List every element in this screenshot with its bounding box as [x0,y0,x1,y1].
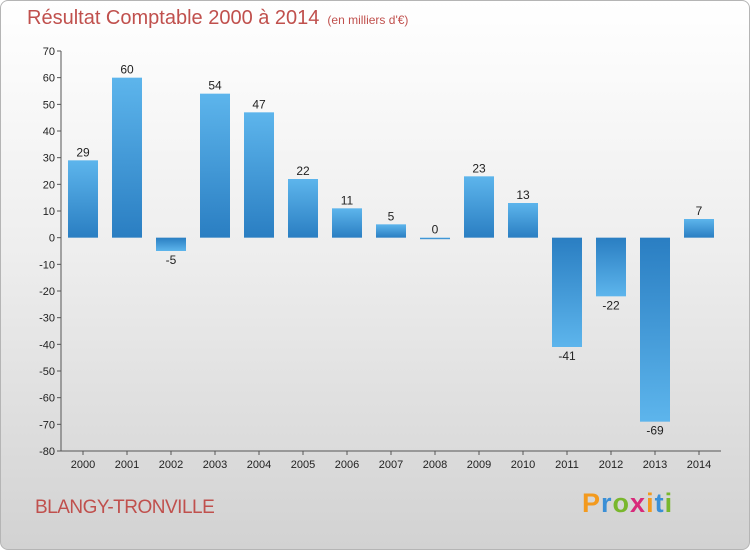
data-label-2006: 11 [341,193,354,207]
bar-2002 [156,237,186,251]
bars [68,77,714,422]
bar-2012 [596,237,626,297]
data-label-2003: 54 [208,79,222,93]
bar-2001 [112,77,142,238]
logo-letter: i [646,488,655,518]
commune-name: BLANGY-TRONVILLE [35,497,215,518]
logo-letter: t [654,488,665,518]
x-tick-label: 2009 [467,459,491,471]
bar-2000 [68,160,98,238]
data-label-2005: 22 [296,164,310,178]
data-label-2008: 0 [432,223,439,237]
bar-2011 [552,237,582,347]
x-tick-label: 2014 [687,459,711,471]
logo-letter: r [601,488,613,518]
data-label-2014: 7 [696,204,703,218]
x-tick-label: 2011 [555,459,579,471]
data-label-2009: 23 [472,161,486,175]
data-label-2001: 60 [120,63,134,77]
proxiti-logo: Proxiti [582,488,673,519]
y-tick-label: -30 [39,313,55,325]
y-tick-label: 70 [43,46,55,58]
data-label-2010: 13 [516,188,530,202]
bar-2003 [200,93,230,238]
bar-2004 [244,112,274,238]
x-tick-label: 2002 [159,459,183,471]
data-label-2013: -69 [646,424,664,438]
x-tick-label: 2007 [379,459,403,471]
x-tick-label: 2012 [599,459,623,471]
bar-2009 [464,176,494,238]
x-tick-label: 2004 [247,459,271,471]
x-tick-label: 2005 [291,459,315,471]
data-label-2011: -41 [558,349,576,363]
y-tick-label: -10 [39,259,55,271]
y-tick-label: 30 [43,153,55,165]
y-tick-label: -60 [39,393,55,405]
bar-2014 [684,219,714,238]
data-label-2012: -22 [602,298,620,312]
bar-2007 [376,224,406,238]
x-tick-label: 2000 [71,459,95,471]
y-tick-label: -40 [39,339,55,351]
bar-2013 [640,237,670,422]
y-tick-label: -70 [39,419,55,431]
x-tick-label: 2008 [423,459,447,471]
y-tick-label: 50 [43,99,55,111]
y-tick-label: -50 [39,366,55,378]
chart-subtitle: (en milliers d'€) [327,13,409,27]
y-tick-label: 10 [43,206,55,218]
x-tick-label: 2006 [335,459,359,471]
logo-letter: P [582,488,602,518]
data-label-2002: -5 [166,253,177,267]
x-tick-label: 2010 [511,459,535,471]
logo-letter: x [630,488,647,518]
data-label-2004: 47 [252,97,266,111]
logo-letter: o [612,488,631,518]
x-tick-label: 2003 [203,459,227,471]
bar-2006 [332,208,362,238]
y-tick-label: 0 [49,233,55,245]
bar-2008 [420,237,450,240]
bar-2010 [508,203,538,238]
bar-2005 [288,179,318,238]
y-tick-label: -20 [39,286,55,298]
data-label-2007: 5 [388,209,395,223]
y-tick-label: 20 [43,179,55,191]
labels: 2000 29 2001 60 2002 -5 2003 54 2004 47 2005 22 2006… [71,63,711,471]
chart-title: Résultat Comptable 2000 à 2014 (en millie… [27,7,408,30]
y-tick-label: 40 [43,126,55,138]
y-tick-label: 60 [43,73,55,85]
data-label-2000: 29 [76,145,90,159]
x-tick-label: 2001 [115,459,139,471]
logo-letter: i [664,488,674,518]
chart-title-text: Résultat Comptable 2000 à 2014 [27,7,320,29]
y-tick-label: -80 [39,446,55,458]
x-tick-label: 2013 [643,459,667,471]
